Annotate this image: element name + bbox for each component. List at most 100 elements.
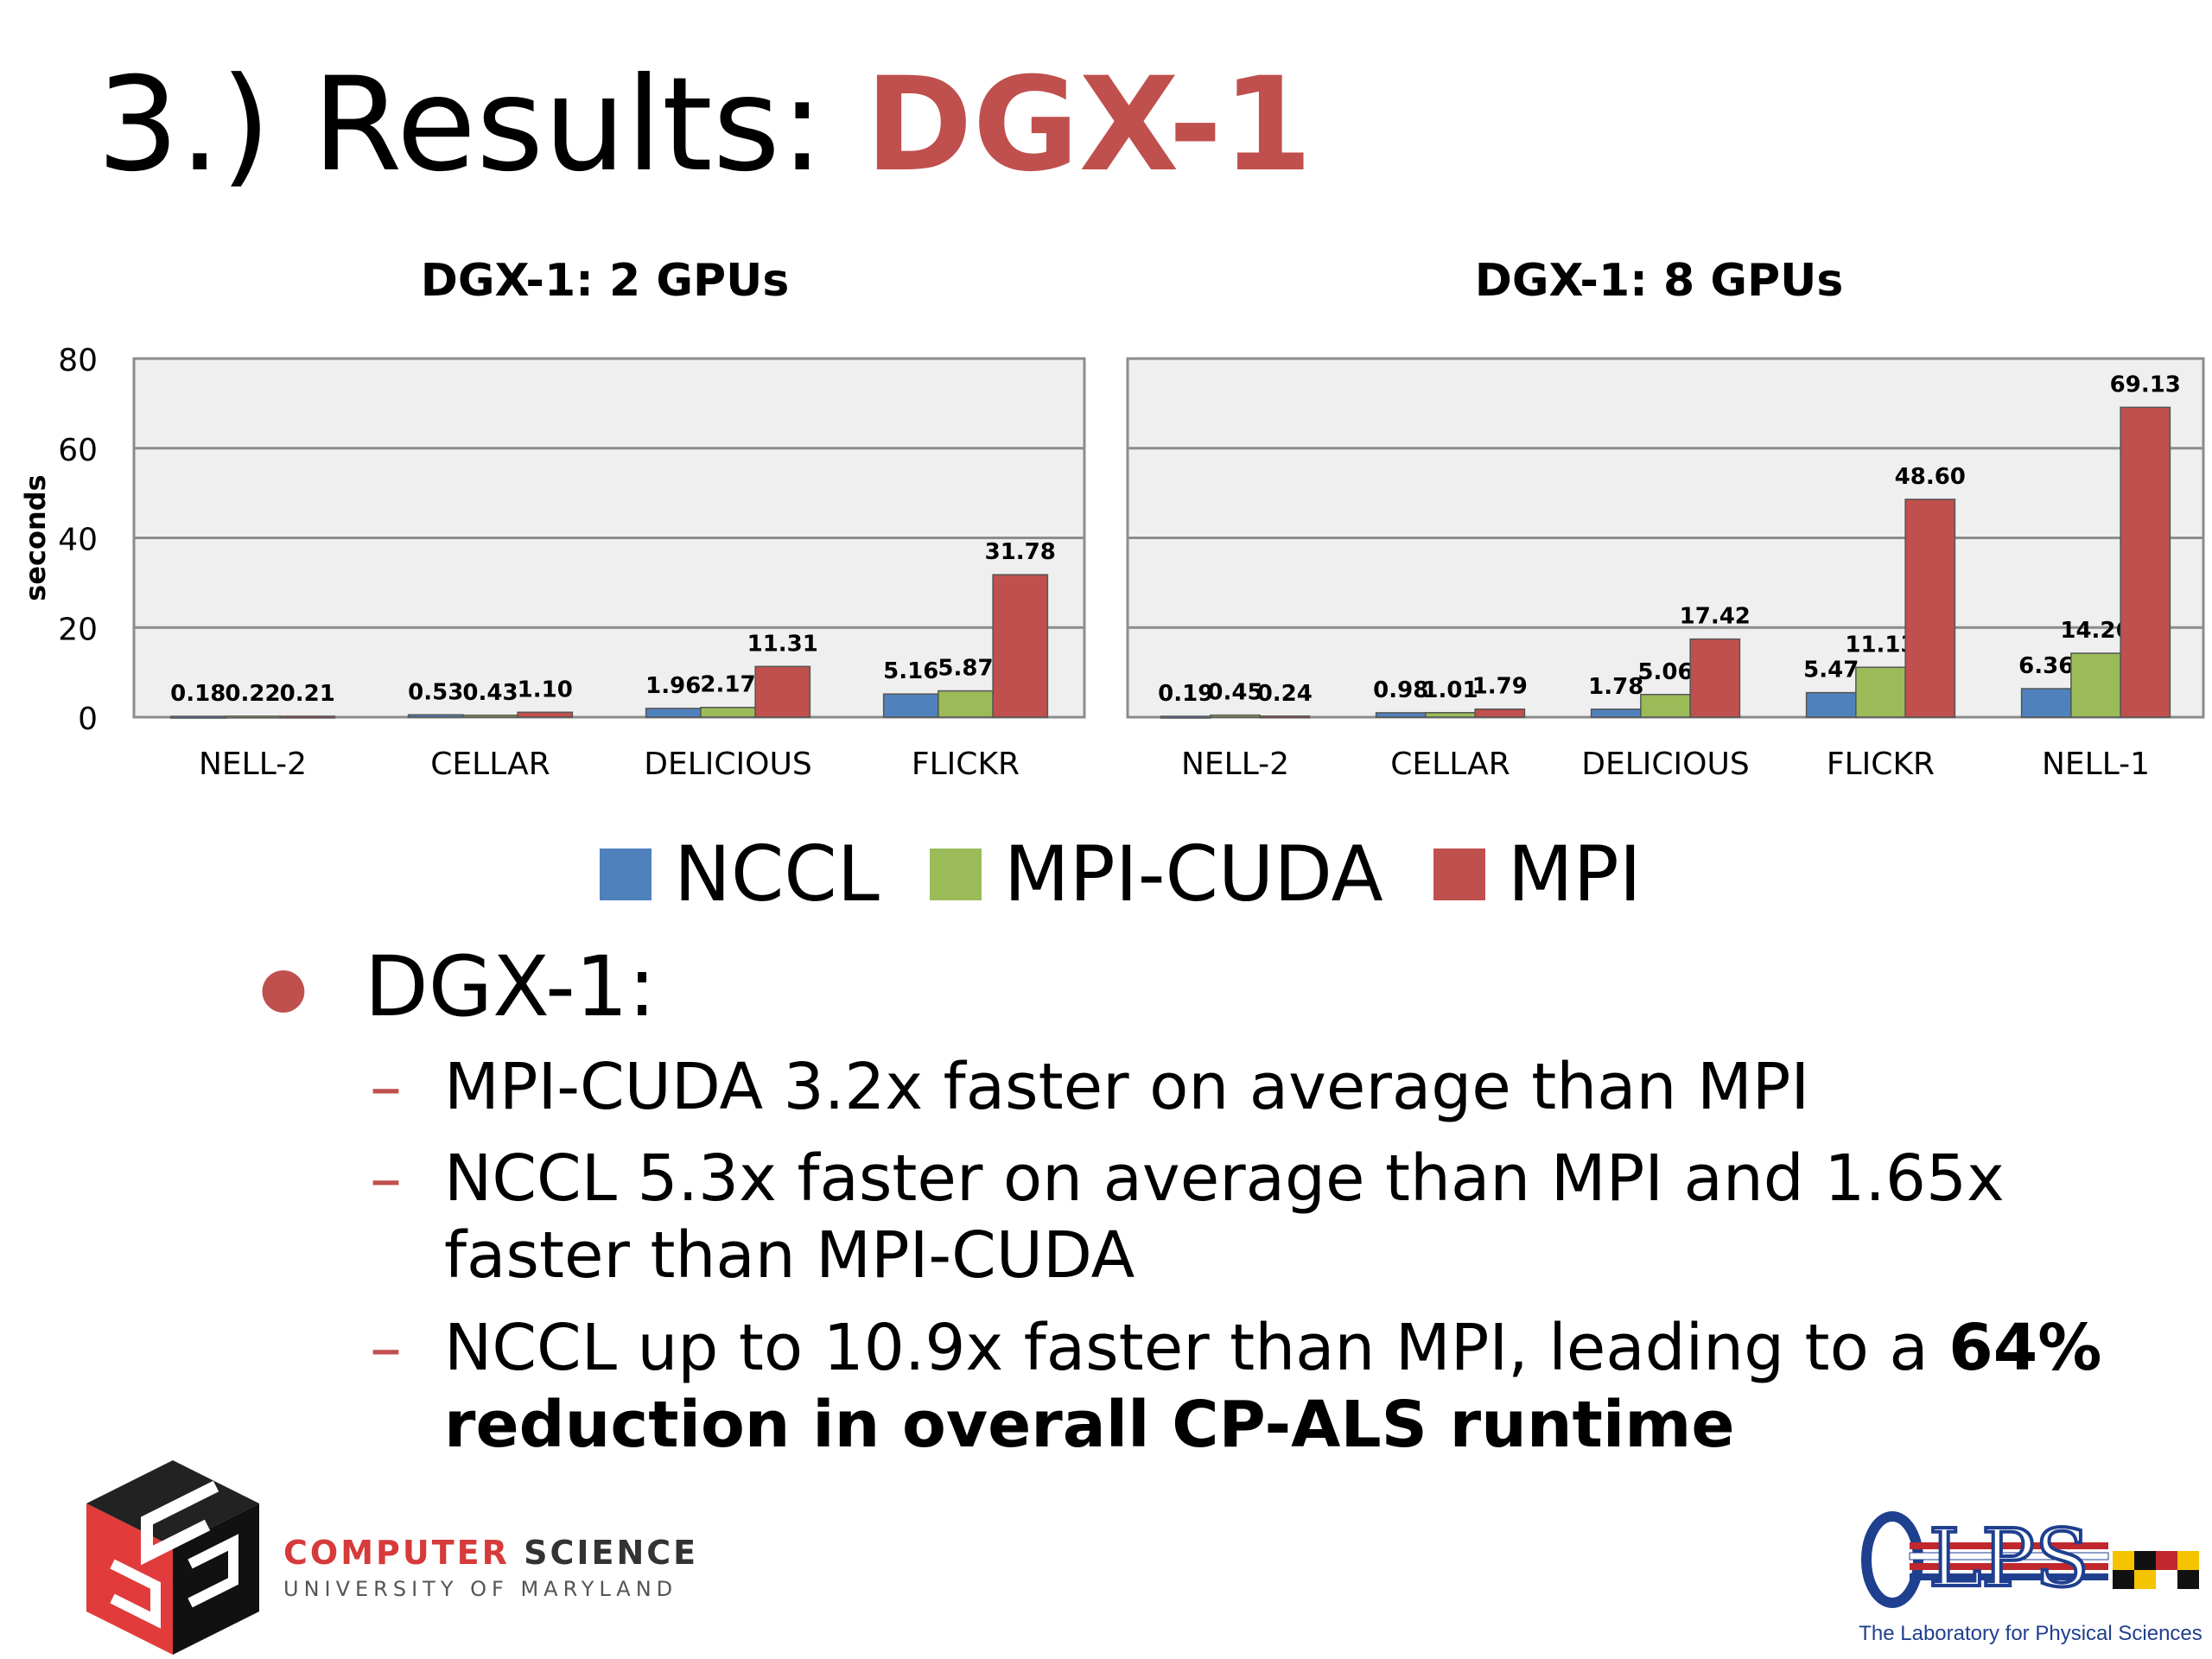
chart1-data-label: 2.17 [700, 672, 755, 698]
chart2-data-label: 1.79 [1472, 674, 1528, 700]
chart1-y-tick-label: 80 [58, 343, 98, 378]
chart2-data-label: 17.42 [1680, 604, 1751, 630]
chart2-bar-mpi-flickr [1904, 499, 1956, 718]
chart1-data-label: 5.16 [883, 658, 938, 684]
chart1-y-axis-label: seconds [19, 474, 52, 601]
chart1-x-tick-label: NELL-2 [199, 747, 307, 782]
lps-text: LPS [1929, 1512, 2089, 1605]
bullet-main-text: DGX-1: [364, 938, 657, 1035]
chart1-bar-mpi-cellar [517, 711, 574, 718]
chart2-data-label: 5.06 [1637, 659, 1693, 685]
cs-cube-logo [86, 1460, 259, 1655]
chart2-x-tick-label: CELLAR [1390, 747, 1510, 782]
dash-icon: – [370, 1141, 402, 1217]
sub-bullet-3: – NCCL up to 10.9x faster than MPI, lead… [370, 1310, 2160, 1464]
cs-wordmark: COMPUTER SCIENCE UNIVERSITY OF MARYLAND [283, 1534, 698, 1601]
chart1-data-label: 5.87 [938, 656, 993, 682]
chart1-bar-mpi-nell-2 [279, 715, 336, 719]
chart2-data-label: 1.01 [1422, 677, 1478, 703]
sub-bullet-1: – MPI-CUDA 3.2x faster on average than M… [370, 1049, 2160, 1126]
chart1-data-label: 0.22 [225, 681, 280, 707]
legend-item-nccl: NCCL [600, 836, 880, 912]
legend-label-mpi-cuda: MPI-CUDA [1003, 830, 1383, 918]
bullet-main: ● DGX-1: [259, 938, 2160, 1035]
slide-title: 3.) Results: DGX-1 [97, 60, 1313, 190]
chart2-bar-nccl-flickr [1805, 691, 1857, 718]
sub-bullet-2: – NCCL 5.3x faster on average than MPI a… [370, 1141, 2160, 1294]
chart1-y-tick-label: 40 [58, 523, 98, 558]
chart1-bar-mpi-delicious [754, 665, 811, 718]
bullet-list: ● DGX-1: – MPI-CUDA 3.2x faster on avera… [259, 938, 2160, 1464]
chart1-bar-nccl-flickr [882, 693, 939, 718]
chart1-data-label: 0.43 [462, 680, 518, 706]
chart1-x-tick-label: DELICIOUS [644, 747, 811, 782]
chart2-data-label: 69.13 [2110, 372, 2181, 397]
chart1-bar-mpi-cuda-nell-2 [225, 715, 281, 719]
chart1-y-tick-label: 20 [58, 612, 98, 647]
legend-swatch-mpi-cuda [929, 849, 982, 900]
chart2-bar-nccl-nell-1 [2020, 688, 2072, 718]
chart1-bar-nccl-nell-2 [169, 715, 226, 719]
dash-icon: – [370, 1310, 402, 1385]
chart2-x-tick-label: NELL-2 [1181, 747, 1289, 782]
chart1-bar-mpi-cuda-flickr [938, 690, 994, 718]
chart1-bar-nccl-delicious [645, 708, 702, 718]
slide-title-accent: DGX-1 [865, 50, 1313, 200]
cs-wordmark-line1: COMPUTER SCIENCE [283, 1534, 698, 1572]
chart2-bar-mpi-cuda-flickr [1855, 666, 1906, 718]
dash-icon: – [370, 1049, 402, 1124]
chart2-bar-mpi-cuda-delicious [1640, 694, 1691, 718]
chart2-data-label: 6.36 [2018, 653, 2074, 679]
chart2-x-tick-label: NELL-1 [2042, 747, 2150, 782]
chart1-x-tick-label: FLICKR [912, 747, 1020, 782]
chart1-bar-mpi-cuda-cellar [462, 715, 518, 718]
chart1-data-label: 11.31 [747, 631, 818, 657]
chart-legend: NCCL MPI-CUDA MPI [600, 836, 1692, 912]
chart1-bar-nccl-cellar [407, 714, 464, 718]
lps-caption: The Laboratory for Physical Sciences [1859, 1622, 2202, 1645]
chart1-title: DGX-1: 2 GPUs [421, 255, 790, 307]
chart2-data-label: 14.26 [2060, 618, 2131, 644]
chart2-data-label: 0.24 [1257, 681, 1313, 707]
chart2-bar-mpi-cuda-cellar [1425, 712, 1476, 718]
legend-item-mpi-cuda: MPI-CUDA [929, 830, 1383, 918]
chart2-bar-mpi-nell-1 [2120, 406, 2171, 718]
chart2-data-label: 1.78 [1588, 674, 1643, 700]
chart1-bar-mpi-flickr [992, 574, 1049, 718]
sub-bullet-3-bold: 64% reduction in overall CP-ALS runtime [444, 1310, 2102, 1462]
chart2-bar-mpi-cuda-nell-2 [1210, 714, 1261, 718]
slide-title-prefix: 3.) Results: [97, 50, 866, 200]
chart1-bar-mpi-cuda-delicious [700, 706, 756, 718]
chart2-bar-mpi-cuda-nell-1 [2070, 652, 2121, 718]
chart2-data-label: 0.19 [1158, 681, 1213, 707]
lps-logo: LPS The Laboratory for Physical Sciences [1859, 1510, 2202, 1645]
chart2-x-tick-label: FLICKR [1827, 747, 1935, 782]
legend-label-mpi: MPI [1507, 830, 1642, 918]
chart2-bar-nccl-delicious [1590, 709, 1642, 718]
sub-bullet-2-text: NCCL 5.3x faster on average than MPI and… [444, 1141, 2005, 1294]
sub-bullet-1-text: MPI-CUDA 3.2x faster on average than MPI [444, 1049, 1810, 1124]
cs-wordmark-line2: UNIVERSITY OF MARYLAND [283, 1577, 678, 1601]
chart2-data-label: 5.47 [1803, 658, 1859, 683]
sub-bullet-3-plain: NCCL up to 10.9x faster than MPI, leadin… [444, 1310, 1949, 1385]
chart2-data-label: 11.13 [1845, 632, 1916, 658]
chart1-data-label: 0.18 [170, 681, 226, 707]
chart2-data-label: 0.98 [1373, 677, 1428, 703]
chart2-title: DGX-1: 8 GPUs [1475, 255, 1844, 307]
chart1-data-label: 0.53 [408, 679, 463, 705]
cs-word-computer: COMPUTER [283, 1534, 510, 1572]
chart2-data-label: 0.45 [1207, 680, 1262, 706]
chart2-x-tick-label: DELICIOUS [1581, 747, 1749, 782]
chart2-bar-mpi-nell-2 [1259, 715, 1311, 719]
legend-label-nccl: NCCL [674, 830, 880, 918]
chart2-bar-mpi-cellar [1474, 708, 1526, 718]
chart1-y-tick-label: 0 [78, 702, 98, 737]
chart1-data-label: 31.78 [985, 539, 1056, 565]
legend-swatch-mpi [1433, 849, 1485, 900]
chart2-bar-nccl-nell-2 [1160, 715, 1211, 719]
chart1-y-tick-label: 60 [58, 433, 98, 468]
chart2-data-label: 48.60 [1895, 464, 1966, 490]
cs-word-science: SCIENCE [524, 1534, 699, 1572]
sub-bullet-3-text: NCCL up to 10.9x faster than MPI, leadin… [444, 1310, 2160, 1464]
